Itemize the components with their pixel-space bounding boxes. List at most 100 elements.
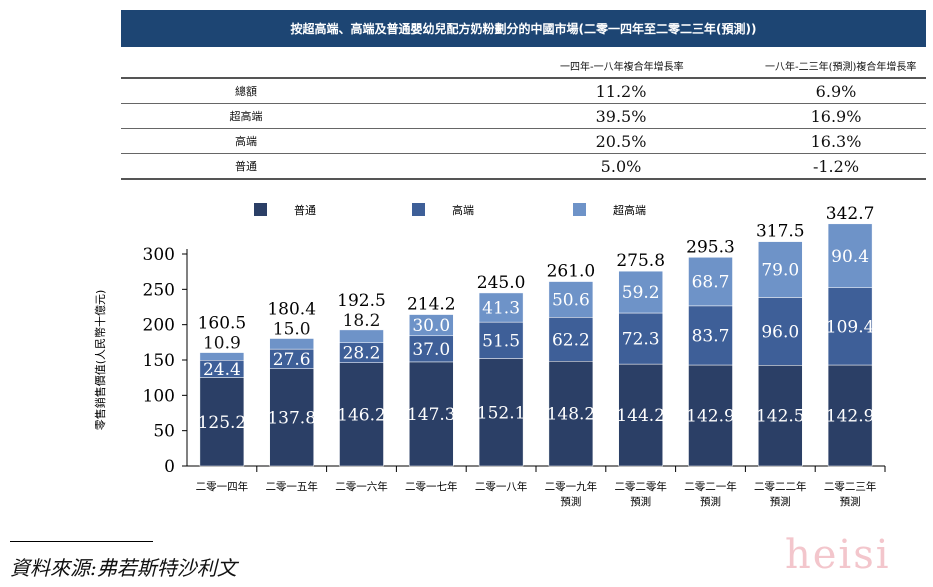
data-label: 62.2 [552,330,590,350]
cagr-header-2014-2018: 一四年-一八年複合年增長率 [560,62,684,73]
data-label: 96.0 [761,322,799,342]
bar-segment [688,257,733,307]
bar-segment [339,362,384,467]
x-tick-label: 二零一六年 [335,480,388,493]
row-label: 超高端 [229,110,263,123]
data-label: 68.7 [692,273,730,293]
cagr-value: 16.3% [810,131,862,151]
x-tick-label: 二零一五年 [265,480,318,493]
data-label: 10.9 [203,334,241,354]
y-tick-label: 300 [143,245,175,265]
row-label: 總額 [235,85,257,98]
bar-segment [478,358,524,467]
y-tick-label: 150 [143,351,175,371]
data-label: 109.4 [826,317,875,337]
x-tick-label: 二零一八年 [475,480,528,493]
x-tick-label: 二零一七年 [405,480,458,493]
cagr-value: 16.9% [810,106,862,126]
bar-segment [758,297,803,366]
y-tick-label: 0 [164,457,175,477]
y-tick-label: 200 [143,316,175,336]
cagr-value: 6.9% [815,81,857,101]
table-row: 普通 5.0% -1.2% [121,154,926,180]
x-tick-label: 二零二零年 [614,480,667,493]
bar-segment [827,287,873,366]
cagr-table: 總額 11.2% 6.9% 超高端 39.5% 16.9% 高端 20.5% 16.3% 普… [121,77,926,180]
total-label: 342.7 [826,204,875,224]
cagr-value: 5.0% [600,156,642,176]
legend-label: 高端 [452,203,474,217]
x-tick-sublabel: 預測 [770,495,791,508]
bar-segment [758,241,803,298]
data-label: 27.6 [273,350,311,370]
data-label: 125.2 [198,413,247,433]
row-label: 高端 [235,135,257,148]
cagr-header-2018-2023: 一八年-二三年(預測)複合年增長率 [765,62,917,73]
total-label: 295.3 [686,237,735,257]
data-label: 24.4 [203,360,241,380]
row-label: 普通 [235,160,257,173]
total-label: 180.4 [267,300,316,320]
cagr-value: 20.5% [595,131,647,151]
data-label: 30.0 [412,316,450,336]
y-axis-label: 零售銷售價值(人民幣十億元) [93,290,107,431]
data-label: 147.3 [407,405,456,425]
data-label: 59.2 [622,283,660,303]
total-label: 275.8 [616,251,665,271]
bar-segment [409,314,454,337]
bar-segment [758,365,803,467]
x-tick-label: 二零一四年 [196,480,249,493]
y-tick-label: 100 [143,386,175,406]
bar-segment [199,352,245,361]
legend-swatch [412,203,425,216]
legend-swatch [573,203,586,216]
bar-segment [548,317,594,362]
bar-segment [478,321,524,359]
data-label: 18.2 [343,311,381,331]
data-label: 142.9 [826,407,875,427]
table-row: 超高端 39.5% 16.9% [121,104,926,129]
x-tick-label: 二零二二年 [754,480,807,493]
x-tick-sublabel: 預測 [700,495,721,508]
bar-segment [199,377,245,467]
data-label: 41.3 [482,299,520,319]
total-label: 160.5 [198,314,247,334]
data-label: 37.0 [412,340,450,360]
legend-swatch [254,203,267,216]
data-label: 28.2 [343,344,381,364]
data-label: 152.1 [477,403,526,423]
bar-segment [688,364,733,467]
data-label: 79.0 [761,261,799,281]
bar-segment [548,281,594,318]
data-label: 15.0 [273,320,311,340]
bar-segment [618,312,663,365]
total-label: 214.2 [407,295,456,315]
x-tick-label: 二零二一年 [684,480,737,493]
table-row: 高端 20.5% 16.3% [121,129,926,154]
y-tick-label: 250 [143,280,175,300]
bar-segment [688,305,733,366]
y-tick-label: 50 [153,422,175,442]
data-label: 51.5 [482,331,520,351]
cagr-value: -1.2% [812,156,860,176]
bar-segment [618,363,663,467]
bar-segment [409,361,454,467]
total-label: 317.5 [756,222,805,242]
bar-segment [339,329,384,344]
cagr-value: 11.2% [595,81,647,101]
source-divider [10,541,153,542]
data-label: 72.3 [622,330,660,350]
total-label: 261.0 [547,262,596,282]
table-row: 總額 11.2% 6.9% [121,79,926,104]
x-tick-sublabel: 預測 [560,495,581,508]
bar-segment [478,292,524,323]
source-note: 資料來源:弗若斯特沙利文 [10,556,237,580]
legend-label: 超高端 [613,203,646,217]
watermark: heisi [785,532,891,578]
bar-segment [548,361,594,467]
cagr-value: 39.5% [595,106,647,126]
data-label: 137.8 [267,408,316,428]
data-label: 148.2 [547,405,596,425]
data-label: 50.6 [552,290,590,310]
